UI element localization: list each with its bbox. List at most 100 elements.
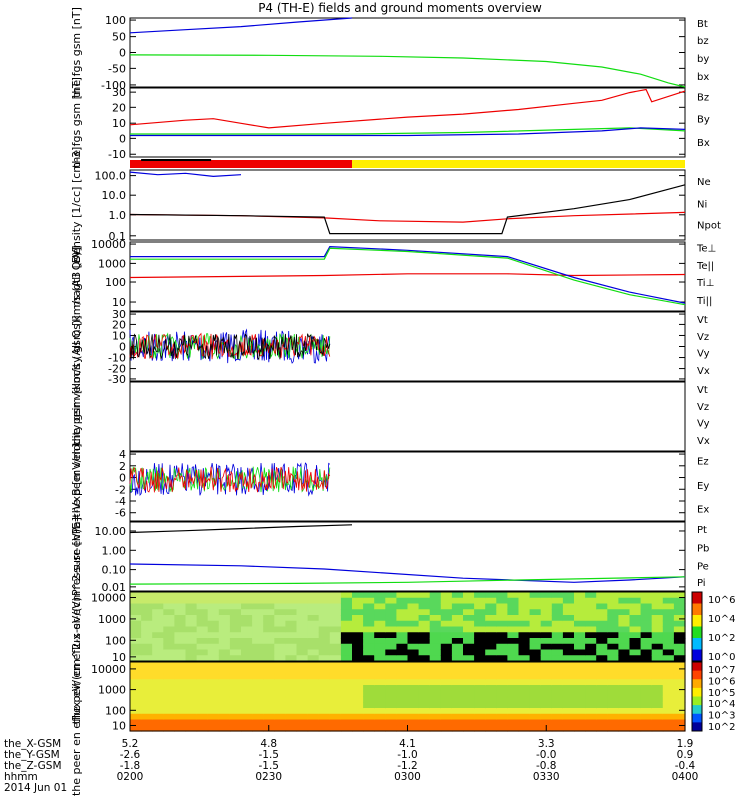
heatmap-cell xyxy=(640,673,653,680)
colorbar-segment xyxy=(692,626,702,639)
heatmap-cell xyxy=(340,649,353,656)
heatmap-cell xyxy=(307,609,320,616)
heatmap-cell xyxy=(307,662,320,669)
heatmap-cell xyxy=(329,708,342,715)
heatmap-cell xyxy=(329,685,342,692)
heatmap-cell xyxy=(152,673,164,680)
heatmap-cell xyxy=(263,592,275,599)
heatmap-cell xyxy=(374,649,386,656)
heatmap-cell xyxy=(252,615,264,622)
heatmap-cell xyxy=(196,667,209,675)
heatmap-cell xyxy=(629,702,642,709)
heatmap-cell xyxy=(529,662,542,669)
heatmap-cell xyxy=(318,609,331,616)
heatmap-cell xyxy=(352,609,364,616)
heatmap-cell xyxy=(374,620,386,628)
heatmap-cell xyxy=(618,597,631,605)
heatmap-cell xyxy=(474,632,486,639)
heatmap-cell xyxy=(485,662,497,669)
heatmap-cell xyxy=(429,638,442,645)
heatmap-cell xyxy=(485,702,497,709)
heatmap-cell xyxy=(574,708,586,715)
heatmap-cell xyxy=(618,632,631,639)
panel-10: 10^710^610^510^410^310^210000100010010th… xyxy=(70,597,735,796)
heatmap-cell xyxy=(352,620,364,628)
heatmap-cell xyxy=(274,597,286,605)
heatmap-cell xyxy=(196,632,209,639)
heatmap-cell xyxy=(540,592,553,599)
heatmap-cell xyxy=(585,685,597,692)
heatmap-cell xyxy=(263,702,275,709)
x-row-value: 0300 xyxy=(394,771,421,783)
heatmap-cell xyxy=(218,662,231,669)
panel-frame xyxy=(129,241,686,312)
heatmap-cell xyxy=(252,719,264,726)
heatmap-cell xyxy=(263,662,275,669)
heatmap-cell xyxy=(651,667,664,675)
heatmap-cell xyxy=(141,655,153,662)
heatmap-cell xyxy=(585,592,597,599)
heatmap-cell xyxy=(241,702,253,709)
heatmap-cell xyxy=(418,685,431,692)
heatmap-cell xyxy=(285,655,298,662)
legend-mark-vy: Vy xyxy=(697,349,710,360)
heatmap-cell xyxy=(474,725,486,732)
heatmap-cell xyxy=(662,719,675,726)
heatmap-cell xyxy=(141,615,153,622)
y-tick-label: 10000 xyxy=(91,238,126,251)
legend-mark-by: by xyxy=(697,54,709,65)
heatmap-cell xyxy=(241,673,253,680)
heatmap-cell xyxy=(229,649,242,656)
heatmap-cell xyxy=(263,685,275,692)
heatmap-cell xyxy=(673,603,686,610)
heatmap-cell xyxy=(562,638,575,645)
heatmap-cell xyxy=(296,708,309,715)
heatmap-cell xyxy=(662,708,675,715)
heatmap-cell xyxy=(496,696,508,703)
y-tick-label: -4 xyxy=(115,495,126,508)
heatmap-cell xyxy=(396,655,409,662)
heatmap-cell xyxy=(474,679,486,686)
heatmap-cell xyxy=(529,620,542,628)
heatmap-cell xyxy=(218,725,231,732)
heatmap-cell xyxy=(285,685,298,692)
heatmap-cell xyxy=(141,690,153,698)
heatmap-cell xyxy=(474,597,486,605)
heatmap-cell xyxy=(429,713,442,721)
heatmap-cell xyxy=(329,649,342,656)
heatmap-cell xyxy=(618,655,631,662)
heatmap-cell xyxy=(451,603,464,610)
heatmap-cell xyxy=(551,708,564,715)
heatmap-cell xyxy=(218,667,231,675)
y-tick-label: -30 xyxy=(108,373,126,386)
heatmap-cell xyxy=(285,632,298,639)
heatmap-cell xyxy=(585,643,597,651)
heatmap-cell xyxy=(629,620,642,628)
heatmap-cell xyxy=(307,620,320,628)
colorbar-label: 10^2 xyxy=(708,722,735,733)
series-mark-bz xyxy=(129,88,686,129)
heatmap-cell xyxy=(207,685,220,692)
heatmap-cell xyxy=(629,679,642,686)
heatmap-cell xyxy=(596,609,608,616)
heatmap-cell xyxy=(252,667,264,675)
heatmap-cell xyxy=(174,702,187,709)
series-mark-pi xyxy=(129,563,686,583)
heatmap-cell xyxy=(363,643,375,651)
heatmap-cell xyxy=(296,655,309,662)
heatmap-cell xyxy=(673,649,686,656)
heatmap-cell xyxy=(196,626,209,633)
heatmap-cell xyxy=(485,626,497,633)
heatmap-cell xyxy=(618,609,631,616)
heatmap-cell xyxy=(196,696,209,703)
heatmap-cell xyxy=(474,702,486,709)
heatmap-cell xyxy=(374,667,386,675)
heatmap-cell xyxy=(607,725,619,732)
heatmap-cell xyxy=(451,725,464,732)
heatmap-cell xyxy=(152,592,164,599)
heatmap-cell xyxy=(385,615,397,622)
heatmap-cell xyxy=(574,667,586,675)
heatmap-cell xyxy=(385,603,397,610)
heatmap-cell xyxy=(485,719,497,726)
heatmap-cell xyxy=(429,609,442,616)
